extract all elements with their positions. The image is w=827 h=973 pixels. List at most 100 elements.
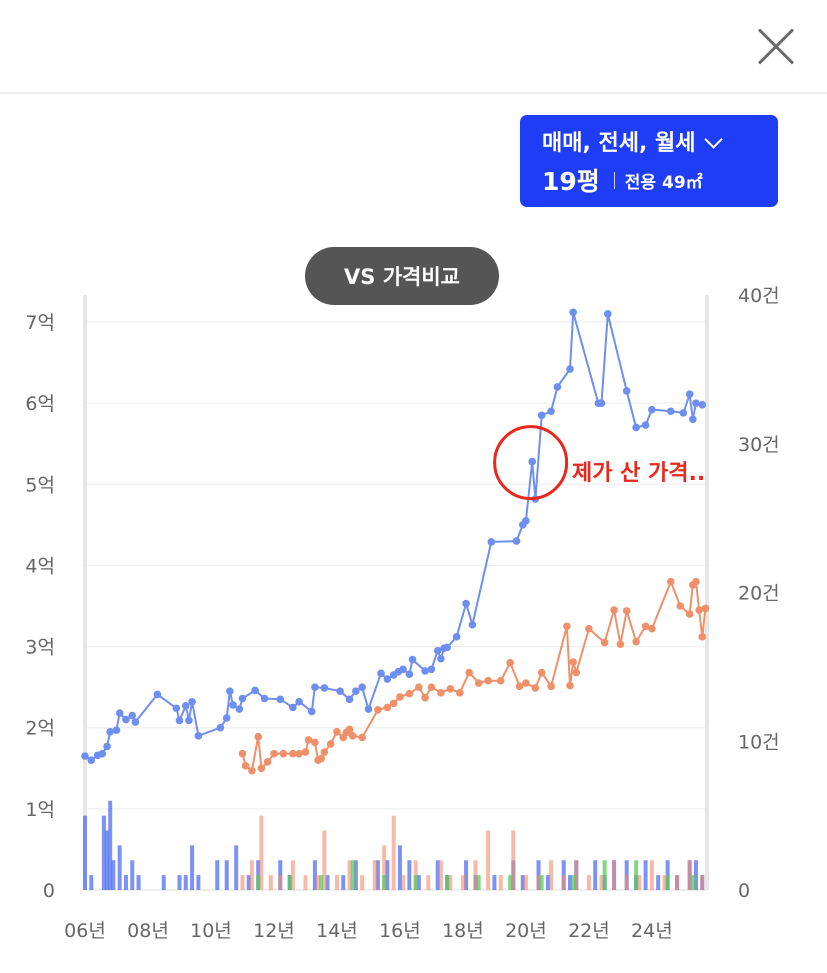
volume-bar [599, 875, 604, 890]
series-line-0 [84, 312, 703, 762]
volume-bar [401, 875, 406, 890]
data-point [547, 682, 555, 691]
data-point [569, 308, 577, 317]
data-point [632, 637, 640, 646]
data-point [336, 687, 344, 695]
vs-compare-button[interactable]: VS 가격비교 [305, 247, 499, 305]
data-point [474, 679, 483, 687]
data-point [685, 390, 694, 399]
volume-bar [312, 860, 317, 890]
y-right-tick-label: 10건 [738, 731, 780, 753]
data-point [358, 733, 366, 742]
data-point [103, 742, 111, 751]
data-point [383, 675, 392, 683]
data-point [701, 604, 710, 613]
chevron-down-icon [704, 129, 724, 149]
x-tick-label: 20년 [505, 920, 547, 942]
data-point [528, 457, 537, 466]
volume-bar [256, 875, 261, 890]
data-point [304, 736, 313, 744]
volume-bar [492, 875, 497, 890]
close-icon[interactable] [750, 22, 800, 72]
data-point [465, 668, 474, 677]
volume-bar [183, 875, 188, 890]
data-point [181, 702, 190, 710]
volume-bar [117, 845, 122, 890]
volume-bar [268, 875, 273, 890]
data-point [289, 749, 297, 758]
data-point [531, 684, 540, 692]
data-point [641, 622, 650, 631]
volume-bar [350, 860, 355, 890]
volume-bar [360, 875, 365, 890]
data-point [462, 599, 470, 608]
data-point [112, 726, 121, 734]
data-point [333, 727, 341, 736]
data-point [452, 633, 461, 641]
data-point [289, 703, 297, 712]
volume-bar [303, 875, 308, 890]
volume-bar [347, 860, 352, 890]
volume-bar [593, 860, 598, 890]
volume-bar [473, 860, 478, 890]
volume-bar [224, 860, 229, 890]
volume-bar [637, 875, 642, 890]
data-point [572, 668, 581, 677]
volume-bar [316, 875, 321, 890]
data-point [547, 407, 555, 416]
filter-dropdown[interactable]: 매매, 전세, 월세 19평 전용 49㎡ [520, 115, 778, 207]
data-point [257, 764, 266, 773]
data-point [641, 421, 650, 429]
data-point [320, 684, 329, 692]
data-point [537, 668, 546, 677]
divider [613, 171, 615, 189]
volume-bar [523, 875, 528, 890]
volume-bar [643, 860, 648, 890]
data-point [131, 718, 140, 726]
volume-bar [498, 875, 503, 890]
volume-bar [687, 860, 692, 890]
data-point [238, 694, 247, 703]
y-left-tick-label: 4억 [25, 555, 55, 577]
data-point [383, 703, 392, 712]
data-point [563, 622, 571, 631]
data-point [622, 607, 631, 615]
volume-bar [341, 875, 346, 890]
data-point [115, 709, 124, 717]
data-point [389, 699, 398, 708]
data-point [235, 705, 244, 713]
data-point [175, 716, 184, 725]
data-point [698, 633, 707, 641]
data-point [358, 683, 366, 691]
data-point [666, 407, 675, 416]
series-line-1 [241, 578, 707, 773]
volume-bar [656, 875, 661, 890]
volume-bar [448, 875, 453, 890]
y-left-tick-label: 3억 [25, 637, 55, 659]
data-point [537, 411, 546, 420]
volume-bar [549, 860, 554, 890]
data-point [153, 690, 162, 699]
volume-bar [571, 875, 576, 890]
data-point [648, 405, 656, 414]
volume-bar [391, 815, 396, 890]
volume-bar [690, 875, 695, 890]
data-point [421, 667, 429, 675]
data-point [585, 624, 593, 633]
volume-bar [372, 860, 377, 890]
data-point [263, 757, 272, 766]
y-right-tick-label: 20건 [738, 583, 780, 605]
data-point [311, 683, 319, 691]
data-point [689, 415, 697, 424]
volume-bar [130, 860, 135, 890]
volume-bar [382, 845, 387, 890]
y-left-tick-label: 0 [43, 880, 55, 902]
x-tick-label: 14년 [316, 920, 358, 942]
volume-bar [508, 875, 513, 890]
volume-bar [536, 875, 541, 890]
data-point [566, 681, 574, 690]
data-point [487, 538, 496, 546]
x-tick-label: 18년 [442, 920, 484, 942]
data-point [260, 694, 269, 703]
volume-bar [249, 860, 254, 890]
